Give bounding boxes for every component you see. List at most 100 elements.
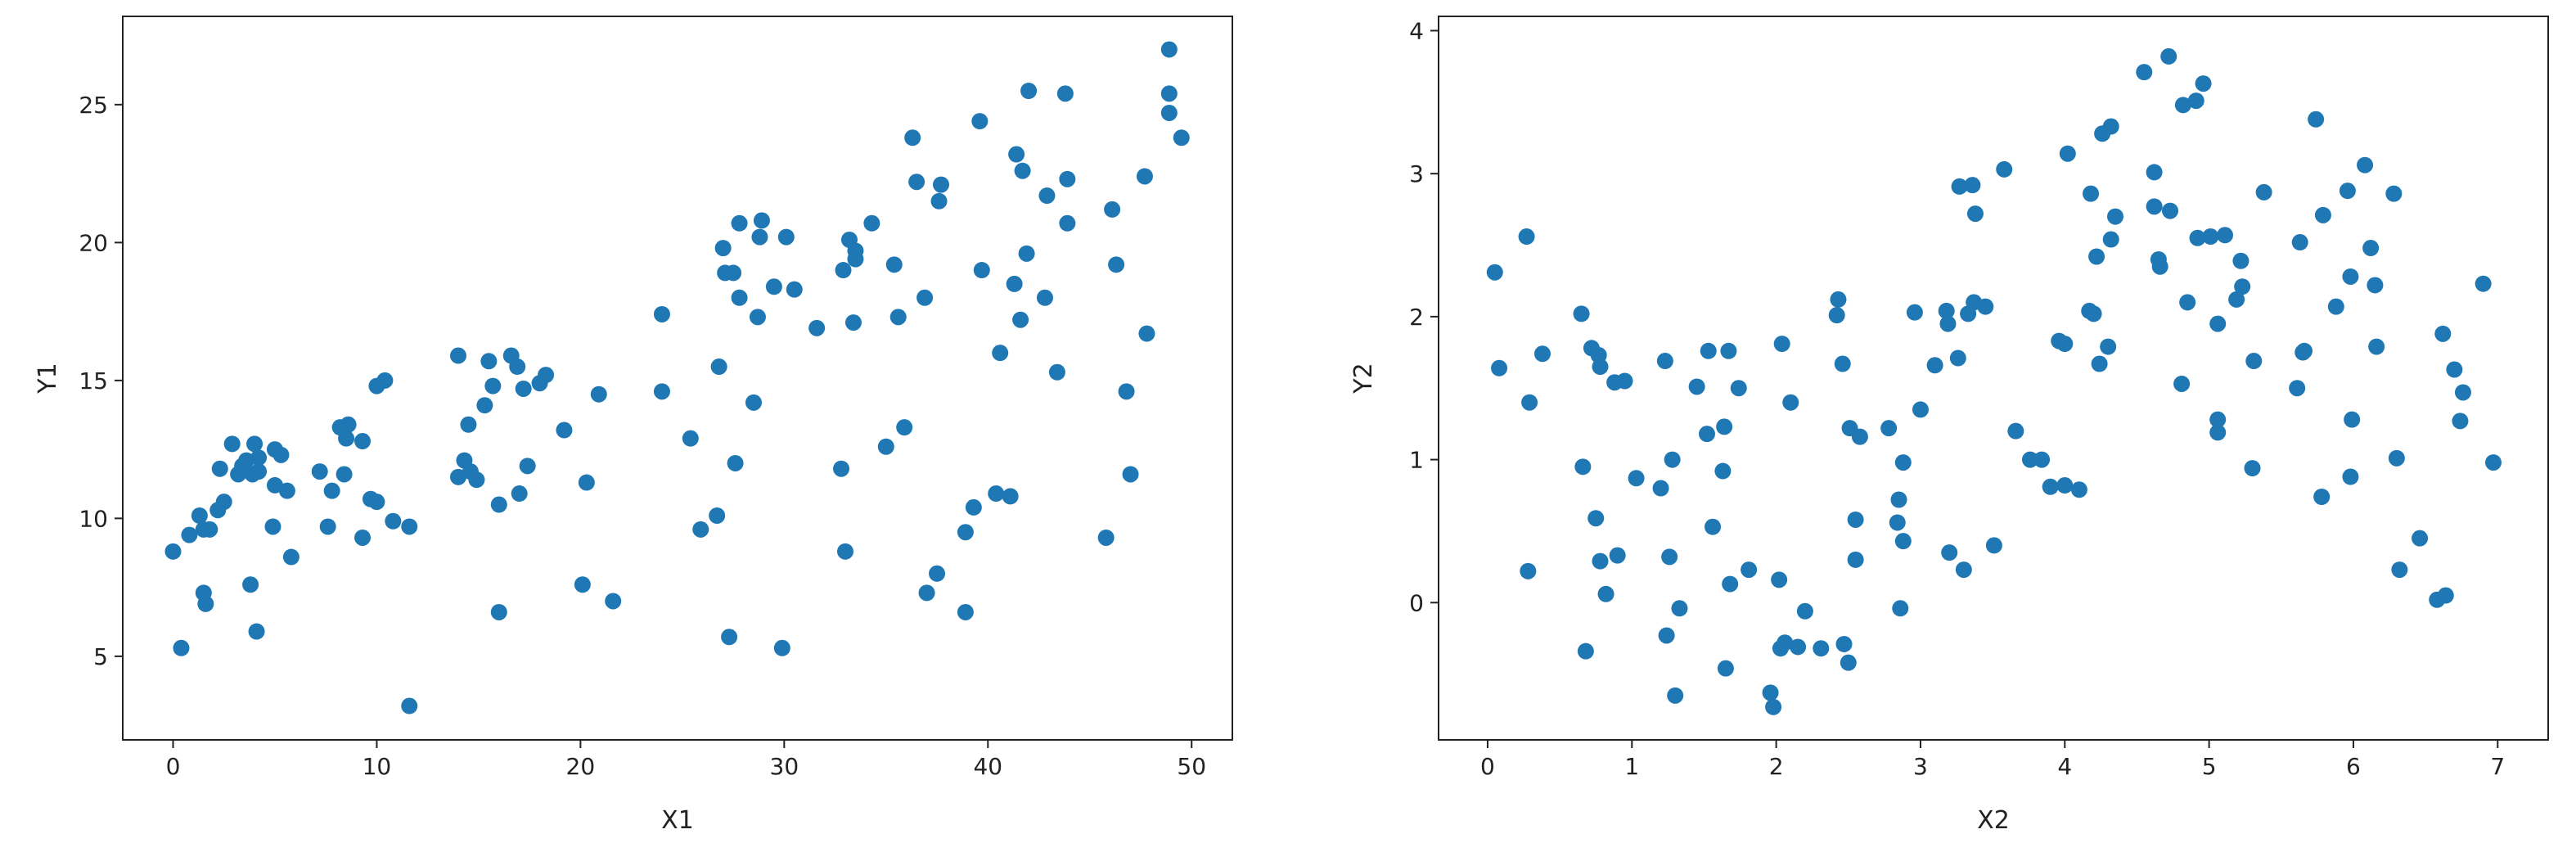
point [1941,544,1958,561]
point [2385,185,2403,202]
point [2151,258,2168,275]
point [1717,660,1734,677]
y-tick-label: 25 [79,92,108,119]
point [1486,264,1503,281]
x-tick-label: 5 [2202,753,2217,780]
point [2100,338,2117,355]
point [2388,449,2405,467]
point [731,289,748,306]
point [354,433,372,450]
y-tick-label: 20 [79,229,108,256]
point [653,305,670,322]
point [1698,426,1715,443]
point [401,697,418,715]
point [1894,454,1912,471]
point [1949,349,1966,367]
point [1118,383,1135,400]
point [1520,562,1537,579]
point [181,526,198,543]
point [2391,561,2408,579]
point [2179,294,2196,311]
point [1616,372,1633,390]
x-tick-label: 6 [2346,753,2361,780]
point [1173,129,1190,147]
point [1830,291,1847,308]
x-tick-label: 30 [770,753,799,780]
point [844,314,862,331]
point [2357,156,2374,174]
point [908,174,925,191]
point [2187,92,2204,110]
point [2091,355,2108,372]
point [201,521,218,538]
point [1006,275,1023,292]
point [1122,466,1139,483]
point [2162,202,2179,219]
point [988,485,1005,503]
point [2160,47,2177,65]
x-tick-label: 3 [1913,753,1928,780]
plot-frame [122,16,1233,741]
point [250,463,268,480]
point [710,358,727,376]
point [1008,146,1025,163]
point [1741,561,1758,579]
x-axis-label: X2 [1977,806,2010,835]
point [515,380,532,397]
point [1834,355,1851,372]
point [197,595,214,612]
point [2209,315,2227,332]
point [385,512,402,530]
point [1847,551,1864,568]
point [272,446,290,463]
point [1628,470,1645,487]
point [1813,640,1830,657]
point [164,543,182,560]
point [1771,571,1788,588]
point [2244,460,2261,477]
x-tick-label: 0 [1480,753,1495,780]
point [2327,298,2344,315]
point [2308,110,2325,128]
point [2234,278,2251,295]
x-tick-label: 4 [2057,753,2072,780]
point [877,438,894,455]
point [1574,458,1592,476]
point [1894,533,1912,550]
point [401,518,418,535]
point [2217,227,2234,244]
point [211,460,228,477]
point [2339,183,2356,200]
point [2070,481,2087,498]
point [2368,338,2385,355]
point [2102,118,2119,135]
point [1609,547,1626,564]
point [916,289,934,306]
point [1592,552,1609,570]
point [319,518,336,535]
point [2452,412,2469,430]
point [992,345,1009,362]
point [835,262,852,279]
point [1104,201,1121,218]
point [1108,256,1125,273]
point [725,264,742,282]
point [2295,342,2313,359]
point [2146,164,2163,181]
point [833,460,850,477]
point [2344,411,2361,428]
point [519,458,536,475]
point [2007,422,2024,440]
point [863,214,880,232]
point [2475,275,2492,292]
point [2342,468,2359,485]
point [2209,424,2227,441]
point [1577,642,1594,660]
y-tick-label: 0 [1409,589,1424,616]
point [223,435,241,453]
point [1835,635,1853,652]
point [336,466,353,483]
point [1491,359,1508,376]
point [1955,561,1972,579]
